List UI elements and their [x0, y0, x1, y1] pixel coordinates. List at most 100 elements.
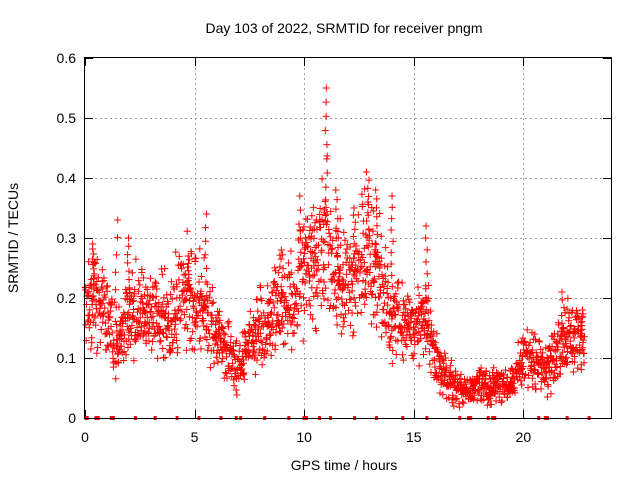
data-point [275, 269, 283, 277]
data-point-peak [365, 225, 373, 233]
data-point [331, 286, 339, 294]
data-point-peak [364, 184, 372, 192]
data-point [152, 279, 160, 287]
data-point-peak [297, 248, 305, 256]
data-point [258, 338, 266, 346]
data-point-peak [126, 300, 134, 308]
data-point [279, 289, 287, 297]
data-point-peak [90, 265, 98, 273]
data-point [527, 350, 535, 358]
data-point [128, 321, 136, 329]
data-point-peak [323, 141, 331, 149]
data-point [189, 297, 197, 305]
data-point [115, 358, 123, 366]
data-point [406, 318, 414, 326]
data-point [285, 259, 293, 267]
data-point [203, 323, 211, 331]
data-point [85, 258, 93, 266]
data-point-peak [296, 206, 304, 214]
data-point [555, 321, 563, 329]
data-point [246, 332, 254, 340]
data-point [547, 390, 555, 398]
data-point-peak [388, 271, 396, 279]
data-point [259, 346, 267, 354]
data-point [439, 391, 447, 399]
data-point [221, 337, 229, 345]
data-point [339, 323, 347, 331]
data-point [352, 302, 360, 310]
data-point [102, 346, 110, 354]
data-point [273, 311, 281, 319]
data-point [257, 329, 265, 337]
data-point [317, 224, 325, 232]
data-point [373, 252, 381, 260]
data-point-peak [112, 303, 120, 311]
data-point [292, 285, 300, 293]
data-point [375, 273, 383, 281]
data-point [391, 311, 399, 319]
data-point-peak [351, 218, 359, 226]
data-point [490, 364, 498, 372]
data-point [507, 364, 515, 372]
data-point [578, 345, 586, 353]
data-point [219, 355, 227, 363]
data-point [163, 334, 171, 342]
data-point-peak [296, 262, 304, 270]
data-point-peak [125, 284, 133, 292]
data-point [386, 307, 394, 315]
data-point-peak [422, 258, 430, 266]
data-point [286, 271, 294, 279]
data-point [553, 364, 561, 372]
data-point [244, 353, 252, 361]
data-point [203, 335, 211, 343]
data-point-peak [184, 282, 192, 290]
data-point-peak [333, 196, 341, 204]
data-point [164, 300, 172, 308]
data-point-peak [558, 327, 566, 335]
data-point [176, 317, 184, 325]
data-point [130, 357, 138, 365]
data-point [268, 289, 276, 297]
data-point [402, 334, 410, 342]
data-point [142, 309, 150, 317]
data-point [460, 399, 468, 407]
data-point [487, 401, 495, 409]
data-point-peak [365, 201, 373, 209]
data-point [165, 310, 173, 318]
data-point [498, 397, 506, 405]
data-point [414, 283, 422, 291]
data-point [324, 218, 332, 226]
data-point-peak [125, 234, 133, 242]
data-point [313, 256, 321, 264]
data-point [399, 356, 407, 364]
data-point [388, 315, 396, 323]
data-point [318, 246, 326, 254]
data-point [372, 241, 380, 249]
data-point [122, 286, 130, 294]
data-point-peak [388, 215, 396, 223]
data-point [220, 329, 228, 337]
data-point [169, 339, 177, 347]
data-point [300, 223, 308, 231]
data-point [579, 336, 587, 344]
data-point-peak [113, 321, 121, 329]
data-point [451, 367, 459, 375]
data-point [291, 301, 299, 309]
data-point-peak [364, 209, 372, 217]
data-point [459, 398, 467, 406]
data-point [175, 276, 183, 284]
data-point [101, 293, 109, 301]
data-point-peak [350, 254, 358, 262]
data-point-peak [312, 216, 320, 224]
data-point [171, 325, 179, 333]
data-point [132, 255, 140, 263]
data-point [550, 369, 558, 377]
data-point [197, 345, 205, 353]
data-point [89, 292, 97, 300]
data-point [176, 302, 184, 310]
data-point [474, 375, 482, 383]
data-point [131, 286, 139, 294]
data-point [574, 364, 582, 372]
data-point-peak [371, 240, 379, 248]
data-point [118, 326, 126, 334]
